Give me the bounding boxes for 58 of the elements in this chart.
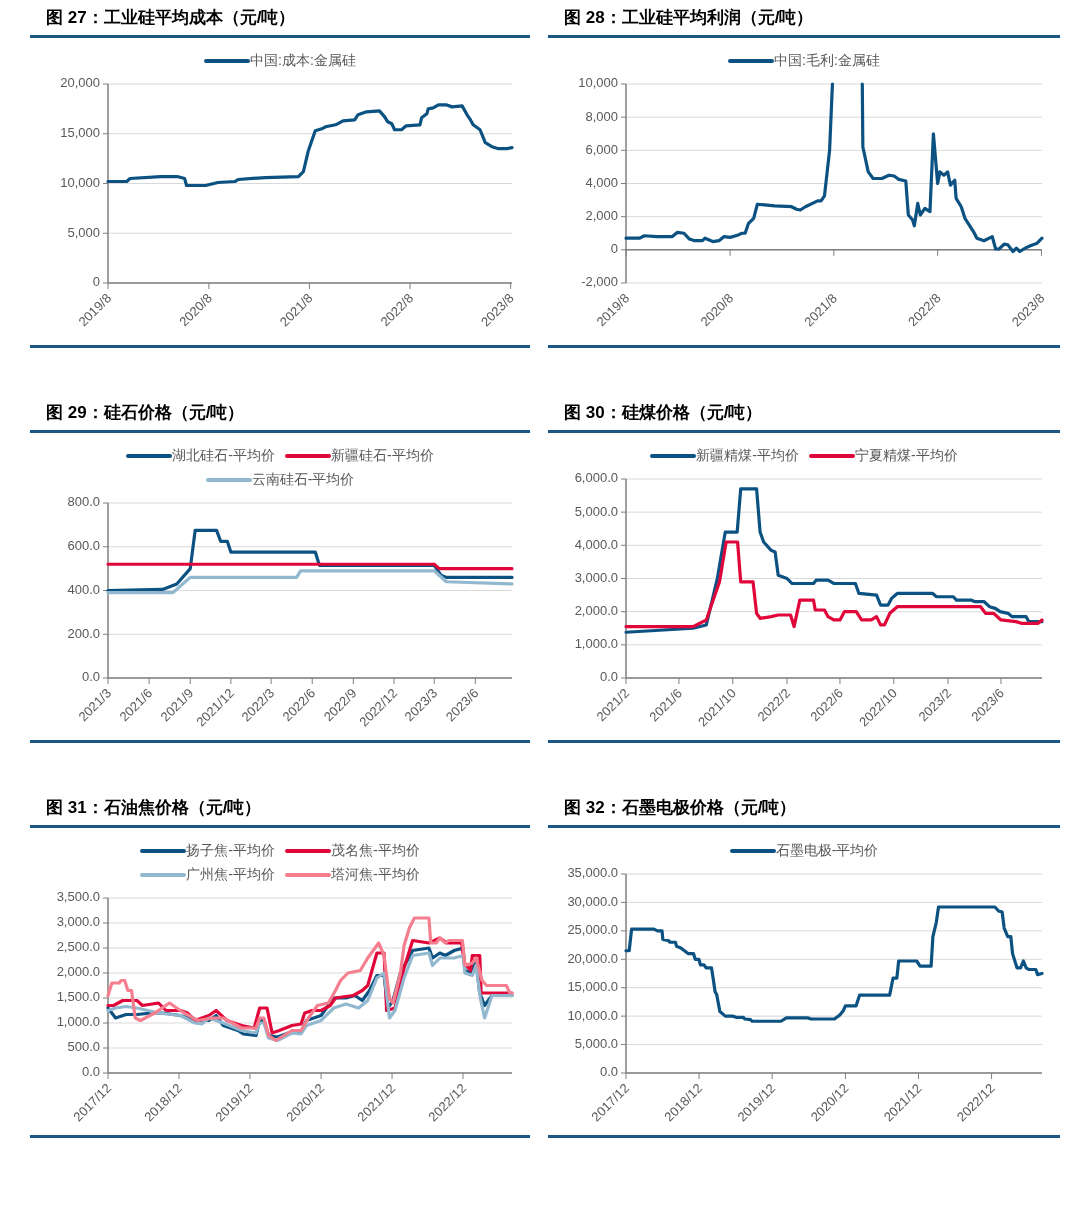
- legend-label: 中国:成本:金属硅: [250, 52, 356, 70]
- chart-title: 图 32：石墨电极价格（元/吨）: [548, 795, 1060, 828]
- chart-title: 图 27：工业硅平均成本（元/吨）: [30, 5, 530, 38]
- chart-title: 图 30：硅煤价格（元/吨）: [548, 400, 1060, 433]
- y-tick-label: 20,000.0: [567, 950, 618, 966]
- y-tick-label: 2,000.0: [56, 964, 100, 980]
- legend-label: 茂名焦-平均价: [331, 842, 420, 860]
- y-tick-label: 1,000.0: [574, 636, 618, 652]
- y-tick-label: -2,000: [581, 274, 618, 290]
- y-tick-label: 5,000.0: [574, 503, 618, 519]
- y-tick-label: 5,000.0: [574, 1036, 618, 1052]
- y-tick-label: 0.0: [599, 1064, 618, 1080]
- y-tick-label: 4,000: [585, 174, 618, 190]
- chart-title: 图 29：硅石价格（元/吨）: [30, 400, 530, 433]
- y-tick-label: 4,000.0: [574, 536, 618, 552]
- y-tick-label: 1,000.0: [56, 1014, 100, 1030]
- legend-label: 石墨电极-平均价: [775, 842, 879, 860]
- y-tick-label: 30,000.0: [567, 893, 618, 909]
- legend-label: 新疆精煤-平均价: [696, 447, 799, 465]
- chart-title: 图 28：工业硅平均利润（元/吨）: [548, 5, 1060, 38]
- y-tick-label: 0.0: [599, 669, 618, 685]
- y-tick-label: 0.0: [81, 1064, 100, 1080]
- legend-label: 扬子焦-平均价: [186, 842, 275, 860]
- y-tick-label: 3,000.0: [574, 569, 618, 585]
- y-tick-label: 35,000.0: [567, 865, 618, 881]
- y-tick-label: 3,500.0: [56, 889, 100, 905]
- legend-label: 湖北硅石-平均价: [172, 447, 275, 465]
- y-tick-label: 8,000: [585, 108, 618, 124]
- y-tick-label: 500.0: [67, 1039, 100, 1055]
- y-tick-label: 6,000: [585, 141, 618, 157]
- y-tick-label: 800.0: [67, 494, 100, 510]
- legend-label: 塔河焦-平均价: [331, 866, 420, 884]
- y-tick-label: 600.0: [67, 538, 100, 554]
- y-tick-label: 6,000.0: [574, 470, 618, 486]
- y-tick-label: 15,000: [60, 125, 100, 141]
- legend-label: 宁夏精煤-平均价: [855, 447, 958, 465]
- y-tick-label: 20,000: [60, 75, 100, 91]
- legend-label: 广州焦-平均价: [186, 866, 275, 884]
- y-tick-label: 5,000: [67, 224, 100, 240]
- y-tick-label: 10,000: [60, 174, 100, 190]
- y-tick-label: 10,000: [578, 75, 618, 91]
- y-tick-label: 200.0: [67, 625, 100, 641]
- y-tick-label: 2,000: [585, 208, 618, 224]
- y-tick-label: 0: [92, 274, 100, 290]
- y-tick-label: 0: [610, 241, 618, 257]
- legend-label: 中国:毛利:金属硅: [774, 52, 880, 70]
- y-tick-label: 3,000.0: [56, 914, 100, 930]
- y-tick-label: 25,000.0: [567, 922, 618, 938]
- y-tick-label: 1,500.0: [56, 989, 100, 1005]
- y-tick-label: 2,500.0: [56, 939, 100, 955]
- y-tick-label: 10,000.0: [567, 1007, 618, 1023]
- y-tick-label: 2,000.0: [574, 603, 618, 619]
- chart-title: 图 31：石油焦价格（元/吨）: [30, 795, 530, 828]
- y-tick-label: 0.0: [81, 669, 100, 685]
- legend-label: 新疆硅石-平均价: [331, 447, 434, 465]
- y-tick-label: 400.0: [67, 581, 100, 597]
- legend-label: 云南硅石-平均价: [251, 471, 355, 489]
- y-tick-label: 15,000.0: [567, 979, 618, 995]
